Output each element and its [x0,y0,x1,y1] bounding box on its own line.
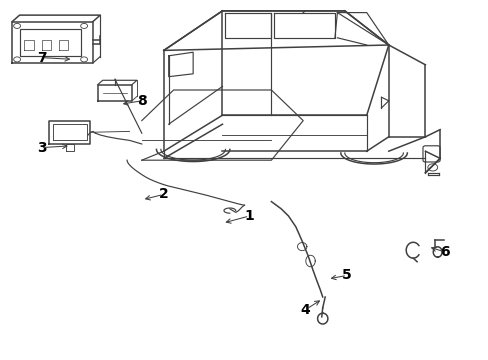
Text: 1: 1 [244,209,254,223]
Text: 2: 2 [159,188,168,201]
Text: 4: 4 [300,303,310,316]
Text: 6: 6 [439,245,449,259]
Text: 8: 8 [137,94,146,108]
FancyBboxPatch shape [422,146,439,162]
Text: 5: 5 [342,269,351,282]
Text: 7: 7 [37,51,46,64]
Bar [20,29,81,56]
Text: 3: 3 [37,141,46,154]
